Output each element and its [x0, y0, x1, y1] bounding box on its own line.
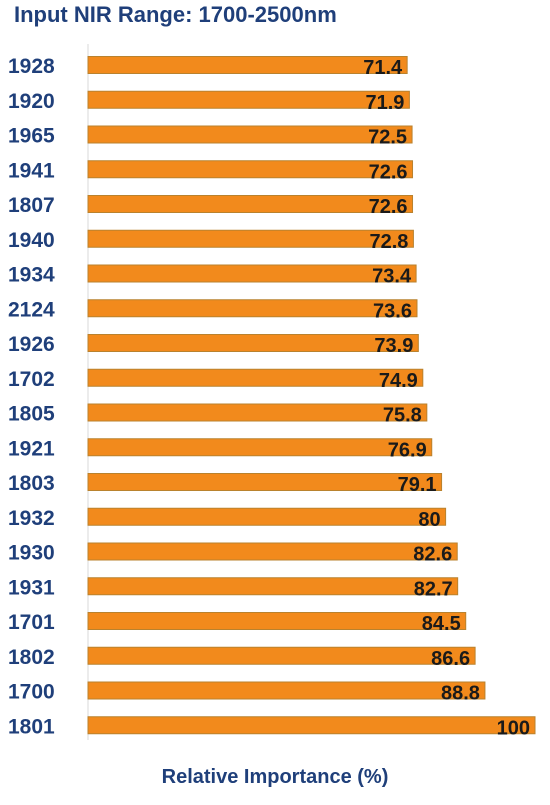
category-label-1701: 1701 [8, 611, 55, 634]
bar-1807 [87, 195, 414, 213]
category-label-1803: 1803 [8, 472, 55, 495]
category-label-1807: 1807 [8, 194, 55, 217]
category-label-1941: 1941 [8, 159, 55, 182]
bar-1920 [87, 90, 410, 109]
category-label-1926: 1926 [8, 333, 55, 356]
category-label-1921: 1921 [8, 437, 55, 460]
value-label-1702: 74.9 [379, 370, 418, 392]
bar-1941 [87, 160, 414, 179]
category-label-1700: 1700 [8, 681, 55, 704]
value-label-2124: 73.6 [373, 300, 412, 322]
bar-1803 [87, 473, 443, 491]
value-label-1700: 88.8 [441, 683, 480, 705]
value-label-1921: 76.9 [388, 439, 427, 461]
bar-1928 [87, 56, 408, 74]
value-label-1941: 72.6 [369, 161, 408, 183]
bar-1930 [87, 542, 458, 561]
value-label-1803: 79.1 [398, 474, 437, 496]
category-label-1805: 1805 [8, 403, 55, 426]
category-label-2124: 2124 [8, 298, 55, 321]
chart-title: Input NIR Range: 1700-2500nm [14, 2, 337, 27]
bar-1921 [87, 438, 433, 457]
category-label-1801: 1801 [8, 715, 55, 738]
category-label-1932: 1932 [8, 507, 55, 530]
bar-1701 [87, 612, 467, 630]
bar-1926 [87, 334, 419, 352]
bar-1700 [87, 681, 486, 700]
bar-1931 [87, 577, 459, 596]
bar-1801 [87, 716, 536, 735]
value-label-1926: 73.9 [374, 335, 413, 357]
category-label-1931: 1931 [8, 576, 55, 599]
value-label-1940: 72.8 [369, 231, 408, 253]
value-label-1801: 100 [497, 717, 530, 739]
value-label-1928: 71.4 [363, 57, 403, 79]
value-label-1965: 72.5 [368, 127, 407, 149]
category-label-1920: 1920 [8, 90, 55, 113]
category-label-1940: 1940 [8, 229, 55, 252]
category-label-1702: 1702 [8, 368, 55, 391]
value-label-1930: 82.6 [413, 544, 452, 566]
category-label-1802: 1802 [8, 646, 55, 669]
value-label-1807: 72.6 [369, 196, 408, 218]
category-label-1934: 1934 [8, 264, 55, 287]
bar-1805 [87, 403, 428, 422]
value-label-1920: 71.9 [365, 92, 404, 114]
bar-1932 [87, 507, 447, 526]
bar-1934 [87, 264, 417, 283]
value-label-1805: 75.8 [383, 405, 422, 427]
value-label-1701: 84.5 [422, 613, 461, 635]
x-axis-label: Relative Importance (%) [161, 766, 389, 788]
bar-1965 [87, 125, 413, 144]
category-label-1930: 1930 [8, 542, 55, 565]
bar-2124 [87, 299, 418, 318]
category-label-1965: 1965 [8, 125, 55, 148]
bar-1940 [87, 229, 414, 248]
category-label-1928: 1928 [8, 55, 55, 78]
value-label-1802: 86.6 [431, 648, 470, 670]
bar-1702 [87, 368, 424, 387]
value-label-1931: 82.7 [414, 578, 453, 600]
value-label-1934: 73.4 [372, 266, 412, 288]
value-label-1932: 80 [418, 509, 440, 531]
bar-1802 [87, 646, 476, 665]
